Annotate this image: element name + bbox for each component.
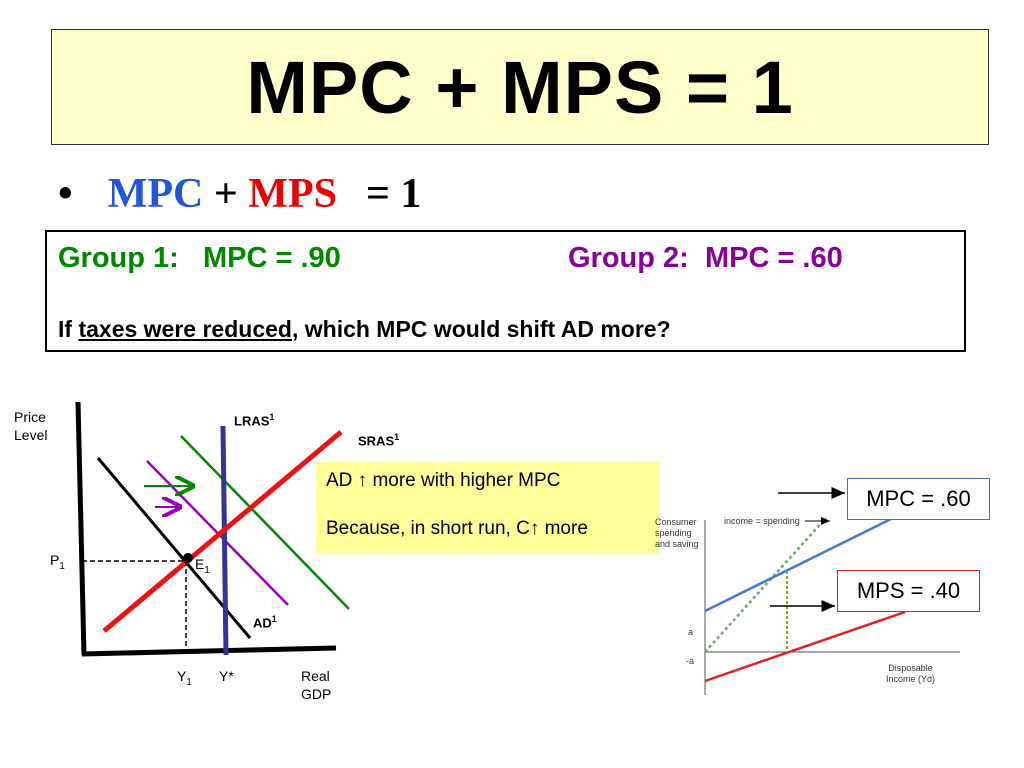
income-spending-line xyxy=(704,517,827,653)
y-axis-label: Price Level xyxy=(14,408,47,444)
ad-label: AD1 xyxy=(253,610,277,632)
p-label-sub: 1 xyxy=(59,560,65,572)
x-axis-label-line2: GDP xyxy=(301,686,332,702)
mpc-term: MPC xyxy=(107,171,204,217)
y1-label-text: Y xyxy=(177,668,187,684)
sras-label-text: SRAS xyxy=(358,433,395,449)
neg-a-tick-label: -a xyxy=(686,656,695,666)
cs-x-label-line2: Income (Yd) xyxy=(886,674,936,684)
e1-label: E1 xyxy=(195,555,210,580)
group-question-box: Group 1: MPC = .90 Group 2: MPC = .60 If… xyxy=(45,230,966,352)
y-axis-label-line2: Level xyxy=(14,427,48,443)
equilibrium-point xyxy=(183,553,193,563)
ystar-label: Y* xyxy=(219,668,234,684)
sras-line xyxy=(102,430,343,633)
ad-graph-y-axis xyxy=(75,401,87,656)
group1-label: Group 1: MPC = .90 xyxy=(58,242,341,274)
mpc-value-box: MPC = .60 xyxy=(847,478,990,520)
question-prefix: If xyxy=(58,316,79,342)
equals-one: = 1 xyxy=(365,171,422,217)
sras-label: SRAS1 xyxy=(358,428,399,450)
y1-label: Y1 xyxy=(177,667,192,692)
lras-label-sup: 1 xyxy=(269,412,275,422)
lras-label-text: LRAS xyxy=(234,413,270,429)
income-spending-label: income = spending xyxy=(724,516,800,526)
bullet-equation: • MPC + MPS = 1 xyxy=(58,170,421,218)
y1-label-sub: 1 xyxy=(186,676,192,688)
e-label-text: E xyxy=(195,556,205,572)
consumption-line xyxy=(704,516,894,613)
sras-label-sup: 1 xyxy=(394,432,400,442)
mps-term: MPS xyxy=(248,171,337,217)
plus-sign: + xyxy=(213,171,238,217)
title-banner: MPC + MPS = 1 xyxy=(51,29,989,145)
a-tick-label: a xyxy=(688,627,694,637)
bullet-mark: • xyxy=(58,171,73,217)
question-text: If taxes were reduced, which MPC would s… xyxy=(58,316,671,343)
annotation-box: AD ↑ more with higher MPC Because, in sh… xyxy=(316,462,660,554)
p1-label: P1 xyxy=(50,551,65,576)
cs-y-axis-label: Consumer spending and saving xyxy=(655,517,699,550)
x-axis-label: Real GDP xyxy=(301,667,331,703)
slide-title: MPC + MPS = 1 xyxy=(246,45,794,129)
cs-y-label-line3: and saving xyxy=(655,539,699,549)
lras-label: LRAS1 xyxy=(234,408,274,430)
question-suffix: , which MPC would shift AD more? xyxy=(291,316,671,342)
cs-x-label-line1: Disposable xyxy=(888,663,933,673)
ad-label-text: AD xyxy=(253,615,272,631)
mps-value-box: MPS = .40 xyxy=(837,570,980,612)
ad-graph-x-axis xyxy=(81,645,337,657)
ad-label-sup: 1 xyxy=(271,614,277,624)
lras-line xyxy=(220,425,229,656)
cs-y-label-line1: Consumer xyxy=(655,517,697,527)
cs-x-axis-label: Disposable Income (Yd) xyxy=(886,663,935,685)
x-axis-label-line1: Real xyxy=(301,668,330,684)
question-underlined: taxes were reduced xyxy=(78,316,292,342)
ad-shift-large-curve xyxy=(180,435,350,610)
cs-y-label-line2: spending xyxy=(655,528,692,538)
y-axis-label-line1: Price xyxy=(14,409,46,425)
e-label-sub: 1 xyxy=(204,564,210,576)
annotation-line2: Because, in short run, C↑ more xyxy=(326,518,588,539)
annotation-line1: AD ↑ more with higher MPC xyxy=(326,470,561,491)
saving-line xyxy=(704,610,906,683)
p-label-text: P xyxy=(50,552,60,568)
group2-label: Group 2: MPC = .60 xyxy=(568,242,843,274)
